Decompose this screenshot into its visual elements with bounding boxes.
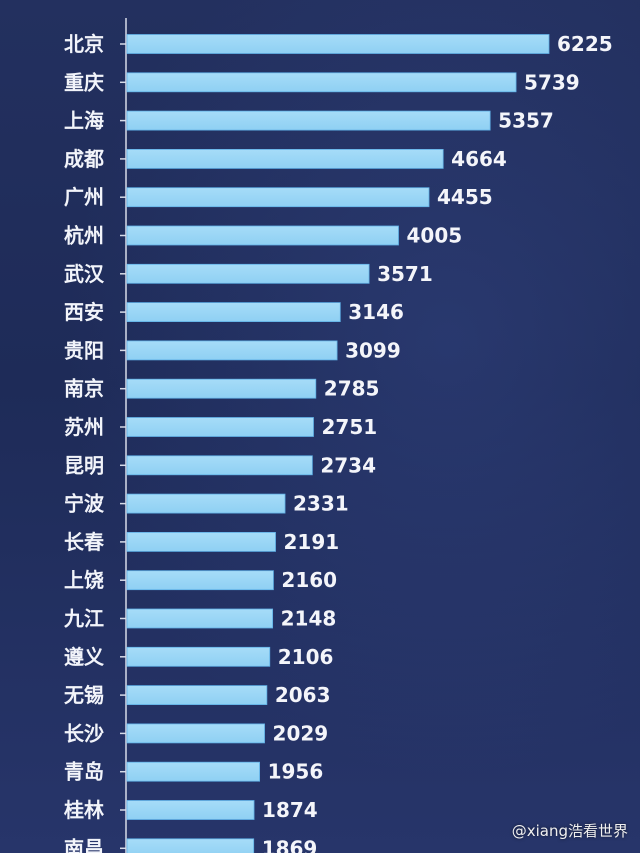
value-label: 4664	[451, 147, 507, 171]
bar	[126, 225, 399, 246]
category-label: 上饶	[64, 568, 104, 592]
bar	[126, 378, 317, 399]
bar	[126, 187, 430, 208]
bar	[126, 263, 370, 284]
bar	[126, 493, 286, 514]
category-label: 上海	[64, 109, 104, 133]
value-label: 5357	[498, 109, 554, 133]
category-label: 南昌	[64, 836, 104, 853]
category-label: 长沙	[64, 721, 104, 745]
watermark: @xiang浩看世界	[511, 822, 628, 840]
value-label: 3099	[345, 338, 401, 362]
bar	[126, 340, 338, 361]
value-label: 1874	[262, 798, 318, 822]
bar	[126, 302, 341, 323]
bar	[126, 455, 313, 476]
category-label: 昆明	[64, 453, 104, 477]
category-label: 南京	[64, 377, 104, 401]
value-label: 2029	[273, 721, 329, 745]
value-label: 2785	[324, 377, 380, 401]
value-label: 2734	[320, 453, 376, 477]
category-label: 杭州	[64, 224, 104, 248]
category-label: 无锡	[64, 683, 104, 707]
value-label: 2063	[275, 683, 331, 707]
bar	[126, 761, 260, 782]
bar	[126, 723, 265, 744]
category-label: 成都	[64, 147, 104, 171]
bar	[126, 532, 276, 552]
category-label: 长春	[64, 530, 105, 554]
bar	[126, 608, 274, 629]
value-label: 2160	[281, 568, 337, 592]
category-label: 贵阳	[64, 338, 104, 362]
value-label: 5739	[524, 70, 580, 94]
value-label: 1869	[262, 836, 318, 853]
category-label: 西安	[64, 300, 104, 324]
bar	[126, 646, 271, 667]
bar	[126, 800, 255, 820]
bar	[126, 34, 550, 54]
value-label: 4005	[407, 224, 463, 248]
bar	[126, 148, 444, 169]
bar	[126, 685, 268, 705]
value-label: 1956	[268, 760, 324, 784]
bar	[126, 417, 314, 437]
category-label: 青岛	[64, 760, 104, 784]
bar	[126, 72, 517, 93]
value-label: 2331	[293, 492, 349, 516]
value-label: 4455	[437, 185, 493, 209]
category-label: 宁波	[64, 492, 105, 516]
value-label: 6225	[557, 32, 613, 56]
category-label: 重庆	[64, 70, 104, 94]
category-label: 广州	[64, 185, 104, 209]
value-label: 3146	[348, 300, 404, 324]
value-label: 2148	[281, 607, 337, 631]
category-label: 桂林	[63, 798, 104, 822]
bar	[126, 838, 255, 853]
category-label: 武汉	[64, 262, 105, 286]
bar	[126, 110, 491, 131]
value-label: 2751	[321, 415, 377, 439]
category-label: 九江	[63, 607, 104, 631]
value-label: 3571	[377, 262, 433, 286]
category-label: 遵义	[64, 645, 104, 669]
value-label: 2191	[284, 530, 340, 554]
category-label: 苏州	[64, 415, 104, 439]
bar	[126, 570, 274, 591]
category-label: 北京	[64, 32, 104, 56]
value-label: 2106	[278, 645, 334, 669]
